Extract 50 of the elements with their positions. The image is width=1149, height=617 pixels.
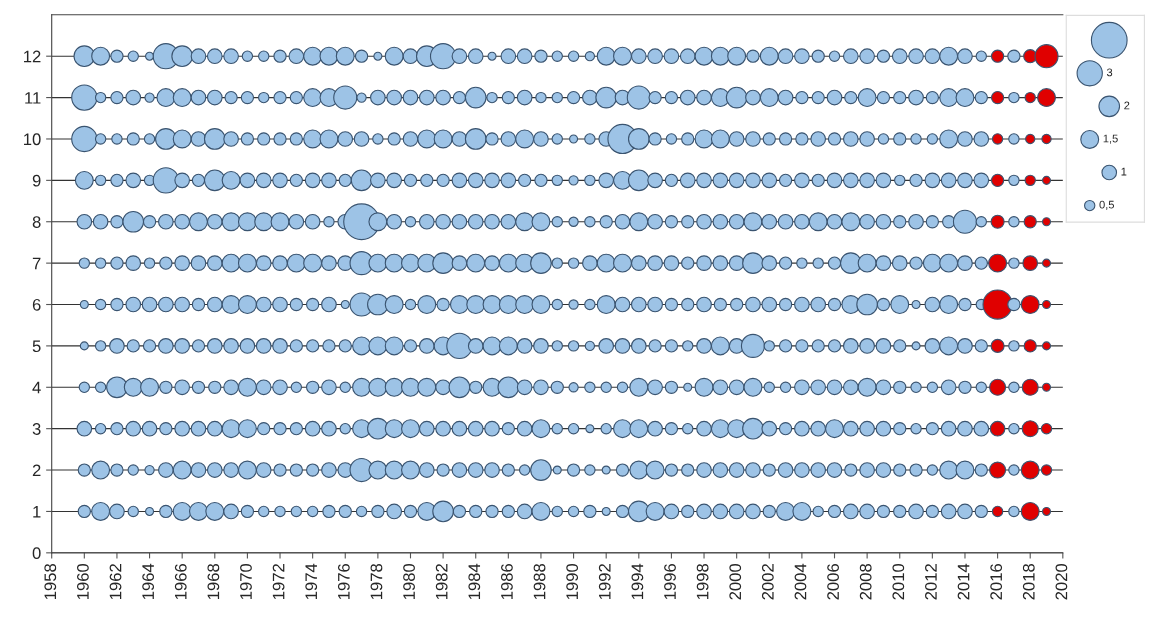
x-tick-label: 1992 — [598, 564, 611, 600]
y-tick-label: 8 — [32, 216, 41, 228]
y-tick-label: 11 — [25, 92, 41, 104]
x-tick-label: 1974 — [305, 563, 318, 600]
y-tick-label: 3 — [32, 423, 41, 435]
x-tick-label: 2008 — [859, 563, 872, 600]
legend-label: 1 — [1121, 167, 1127, 176]
y-tick-label: 0 — [32, 547, 41, 560]
x-tick-label: 2018 — [1022, 563, 1035, 600]
x-tick-label: 1990 — [566, 563, 579, 600]
x-tick-label: 2002 — [761, 564, 774, 600]
y-tick-label: 12 — [24, 50, 41, 63]
x-tick-label: 1964 — [142, 563, 155, 600]
y-tick-label: 4 — [32, 381, 41, 394]
x-tick-label: 1968 — [207, 563, 220, 600]
x-tick-label: 1982 — [435, 564, 448, 600]
y-tick-label: 1 — [33, 506, 41, 518]
y-tick-label: 10 — [24, 133, 41, 146]
y-tick-label: 5 — [32, 340, 41, 353]
y-tick-label: 7 — [32, 257, 41, 270]
x-tick-label: 1970 — [240, 563, 252, 600]
legend-label: 1,5 — [1103, 134, 1118, 144]
x-tick-label: 1978 — [370, 563, 383, 600]
legend-label: 0,5 — [1099, 200, 1115, 210]
x-tick-label: 1984 — [468, 563, 481, 600]
x-tick-label: 1960 — [76, 563, 89, 600]
x-tick-label: 2016 — [990, 563, 1003, 600]
x-tick-label: 2010 — [892, 563, 905, 600]
x-tick-label: 1976 — [337, 563, 350, 600]
y-tick-label: 6 — [32, 298, 41, 311]
x-tick-label: 2020 — [1055, 563, 1068, 600]
x-tick-label: 1966 — [174, 563, 187, 600]
x-tick-label: 2004 — [794, 563, 807, 600]
x-tick-label: 1998 — [696, 563, 709, 600]
x-tick-label: 2012 — [925, 564, 937, 600]
y-tick-label: 9 — [32, 174, 41, 187]
x-tick-label: 1962 — [109, 564, 122, 600]
x-tick-label: 2000 — [729, 563, 742, 600]
y-tick-label: 2 — [32, 464, 41, 477]
legend-label: 2 — [1124, 101, 1130, 110]
legend-label: 3 — [1106, 68, 1113, 77]
x-tick-label: 1988 — [533, 563, 546, 600]
x-tick-label: 2006 — [827, 563, 839, 600]
x-tick-label: 1994 — [631, 563, 644, 600]
x-tick-label: 1996 — [664, 563, 676, 600]
x-tick-label: 1980 — [403, 563, 415, 600]
x-tick-label: 1986 — [501, 563, 513, 600]
x-tick-label: 1958 — [44, 563, 57, 600]
x-tick-label: 2014 — [957, 563, 970, 600]
x-tick-label: 1972 — [272, 564, 285, 600]
